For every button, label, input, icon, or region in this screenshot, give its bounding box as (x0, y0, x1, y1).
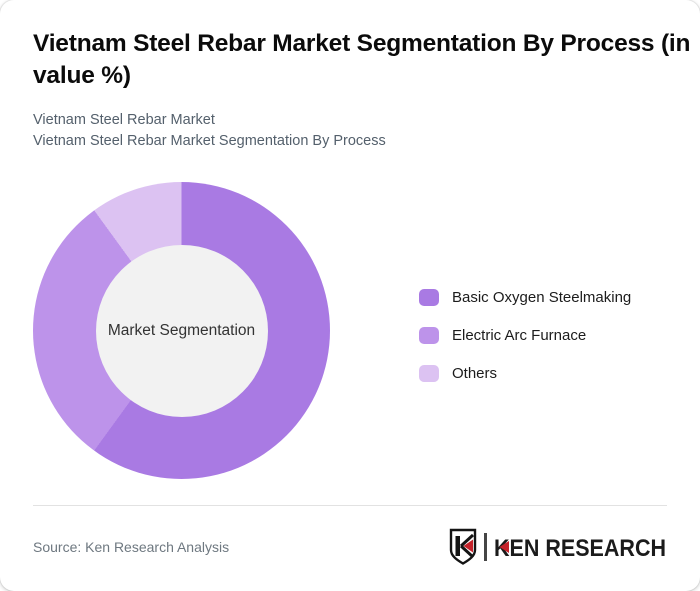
donut-chart[interactable]: Market Segmentation (33, 182, 330, 479)
legend-item-electric-arc-furnace[interactable]: Electric Arc Furnace (419, 316, 631, 354)
legend-swatch-icon (419, 326, 439, 344)
legend-label: Basic Oxygen Steelmaking (452, 288, 632, 306)
subtitle-line-1: Vietnam Steel Rebar Market (33, 112, 215, 128)
shield-badge-icon (449, 528, 477, 565)
logo-wordmark: KEN RESEARCH (494, 535, 666, 562)
logo-separator (484, 533, 487, 561)
legend-label: Others (452, 364, 498, 382)
donut-center: Market Segmentation (95, 244, 268, 417)
legend-swatch-icon (419, 288, 439, 306)
legend-label: Electric Arc Furnace (452, 326, 587, 344)
page-title: Vietnam Steel Rebar Market Segmentation … (33, 30, 691, 89)
chart-legend: Basic Oxygen Steelmaking Electric Arc Fu… (419, 278, 631, 392)
footer-divider (33, 505, 667, 506)
legend-item-others[interactable]: Others (419, 354, 631, 392)
chart-subtitle: Vietnam Steel Rebar Market Vietnam Steel… (33, 110, 386, 151)
subtitle-line-2: Vietnam Steel Rebar Market Segmentation … (33, 132, 386, 149)
legend-item-basic-oxygen-steelmaking[interactable]: Basic Oxygen Steelmaking (419, 278, 631, 316)
ken-research-logo: KEN RESEARCH (449, 528, 666, 565)
legend-swatch-icon (419, 364, 439, 382)
logo-k-wedge-icon (499, 541, 509, 553)
source-attribution: Source: Ken Research Analysis (33, 539, 230, 555)
donut-center-label: Market Segmentation (107, 321, 256, 339)
